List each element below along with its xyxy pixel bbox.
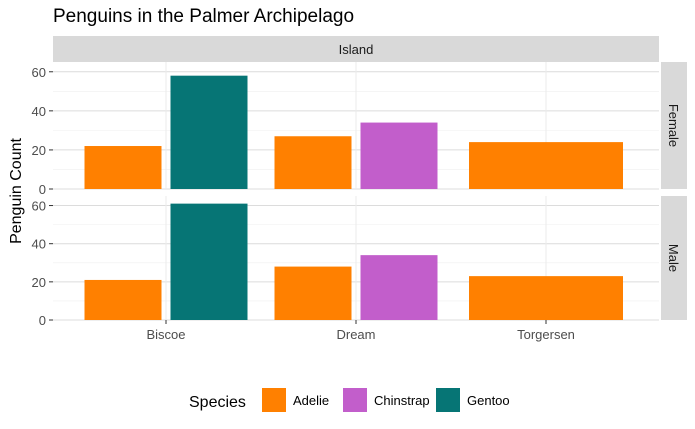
bar-female-dream-chinstrap <box>360 122 438 189</box>
y-tick-label: 40 <box>32 237 46 252</box>
facet-strip-label-female: Female <box>666 104 681 147</box>
bar-female-biscoe-adelie <box>84 146 162 189</box>
y-axis-label: Penguin Count <box>8 138 25 244</box>
legend-label-adelie: Adelie <box>293 393 329 408</box>
bar-female-biscoe-gentoo <box>170 75 248 189</box>
y-tick-label: 0 <box>39 313 46 328</box>
y-tick-label: 60 <box>32 199 46 214</box>
bar-male-biscoe-adelie <box>84 279 162 320</box>
legend-key-gentoo <box>436 388 460 412</box>
x-tick-label-dream: Dream <box>336 327 375 342</box>
legend-key-chinstrap <box>343 388 367 412</box>
bar-male-torgersen-adelie <box>469 276 623 320</box>
facet-strip-label-island: Island <box>339 42 374 57</box>
legend-label-gentoo: Gentoo <box>467 393 510 408</box>
bar-male-dream-chinstrap <box>360 255 438 320</box>
legend-key-adelie <box>262 388 286 412</box>
y-tick-label: 40 <box>32 104 46 119</box>
facet-strip-top <box>53 36 659 62</box>
facet-strip-label-male: Male <box>666 244 681 272</box>
legend-title: Species <box>189 394 246 411</box>
chart-title: Penguins in the Palmer Archipelago <box>53 6 355 27</box>
bar-male-dream-adelie <box>274 266 352 320</box>
y-tick-label: 20 <box>32 275 46 290</box>
bar-male-biscoe-gentoo <box>170 203 248 320</box>
x-tick-label-torgersen: Torgersen <box>517 327 575 342</box>
bar-female-dream-adelie <box>274 136 352 189</box>
y-tick-label: 20 <box>32 143 46 158</box>
facet-strip-right-male <box>661 196 687 320</box>
y-tick-label: 60 <box>32 65 46 80</box>
bar-female-torgersen-adelie <box>469 142 623 189</box>
facet-strip-right-female <box>661 62 687 189</box>
legend-label-chinstrap: Chinstrap <box>374 393 430 408</box>
x-tick-label-biscoe: Biscoe <box>146 327 185 342</box>
y-tick-label: 0 <box>39 182 46 197</box>
